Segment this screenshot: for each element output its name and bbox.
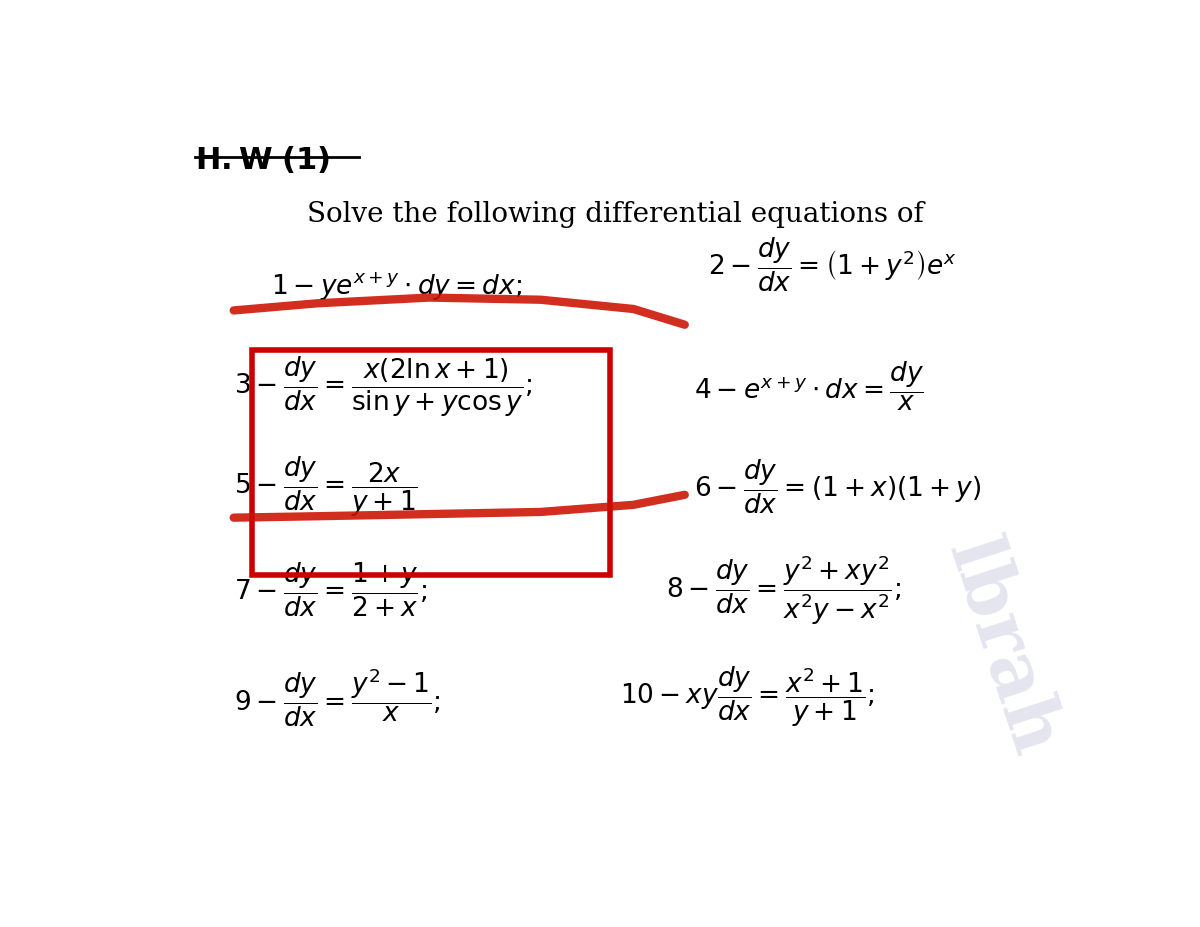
Text: $1- ye^{x+y}\cdot dy=dx;$: $1- ye^{x+y}\cdot dy=dx;$: [271, 270, 522, 302]
Text: $3-\dfrac{dy}{dx}=\dfrac{x\left(2\ln x+1\right)}{\sin y+y\cos y};$: $3-\dfrac{dy}{dx}=\dfrac{x\left(2\ln x+1…: [234, 354, 532, 418]
Text: $2-\dfrac{dy}{dx}=\left(1+y^{2}\right)e^{x}$: $2-\dfrac{dy}{dx}=\left(1+y^{2}\right)e^…: [708, 235, 958, 294]
Text: $5-\dfrac{dy}{dx}=\dfrac{2x}{y+1}$: $5-\dfrac{dy}{dx}=\dfrac{2x}{y+1}$: [234, 454, 418, 518]
Text: $6-\dfrac{dy}{dx}=\left(1+x\right)\left(1+y\right)$: $6-\dfrac{dy}{dx}=\left(1+x\right)\left(…: [694, 457, 982, 515]
Text: $7-\dfrac{dy}{dx}=\dfrac{1+y}{2+x};$: $7-\dfrac{dy}{dx}=\dfrac{1+y}{2+x};$: [234, 561, 427, 618]
Text: lbrah: lbrah: [931, 529, 1070, 764]
Text: Solve the following differential equations of: Solve the following differential equatio…: [306, 200, 924, 227]
Text: $8-\dfrac{dy}{dx}=\dfrac{y^{2}+xy^{2}}{x^{2}y-x^{2}};$: $8-\dfrac{dy}{dx}=\dfrac{y^{2}+xy^{2}}{x…: [666, 552, 901, 626]
Text: $9-\dfrac{dy}{dx}=\dfrac{y^{2}-1}{x};$: $9-\dfrac{dy}{dx}=\dfrac{y^{2}-1}{x};$: [234, 666, 440, 728]
Text: $4-e^{x+y}\cdot dx=\dfrac{dy}{x}$: $4-e^{x+y}\cdot dx=\dfrac{dy}{x}$: [694, 360, 924, 413]
Text: $10-xy\dfrac{dy}{dx}=\dfrac{x^{2}+1}{y+1};$: $10-xy\dfrac{dy}{dx}=\dfrac{x^{2}+1}{y+1…: [619, 665, 875, 729]
Text: $\mathit{\mathbf{H.W\ (1)}}$: $\mathit{\mathbf{H.W\ (1)}}$: [194, 144, 330, 174]
